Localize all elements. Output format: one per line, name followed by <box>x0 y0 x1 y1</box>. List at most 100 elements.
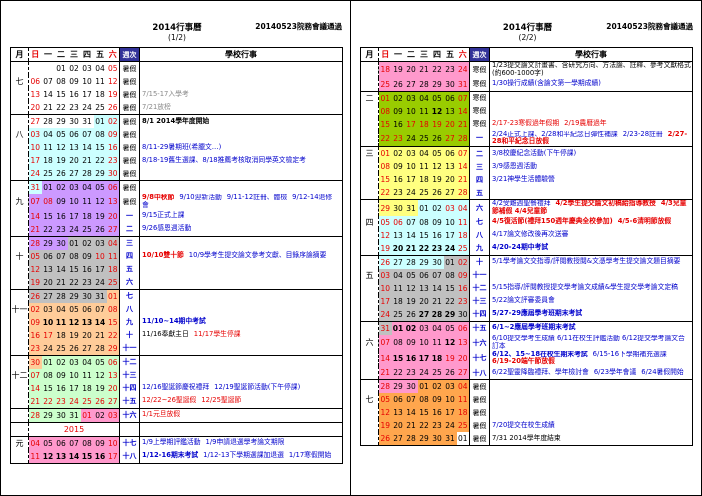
event-cell: 4/17論文修改後再次送審 <box>489 228 693 242</box>
event-cell: 2/17-23寒假過年假期 2/19農曆過年 <box>489 117 693 131</box>
calendar-table: 月日一二三四五六週次 學校行事 18 19 20 21 22 23 24 寒假 1/23提交論文計畫… <box>360 47 693 447</box>
date-cell <box>29 62 42 76</box>
date-cell: 15 <box>378 173 392 187</box>
event-cell: 3/8校慶紀念活動(下午停課) <box>489 146 693 161</box>
date-cell: 20 <box>80 328 94 342</box>
calendar-row: 10 11 12 13 14 15 16 十二 5/15指導/評閱教授提交學考論文成績&學生提交… <box>360 281 693 295</box>
calendar-row: 四 05 06 07 08 09 10 11 七 4/5復活節(禮拜150週年慶典全校參加) 4/5… <box>360 215 693 229</box>
date-cell: 23 <box>106 154 120 167</box>
date-cell: 24 <box>67 222 81 237</box>
date-cell: 05 <box>404 268 418 282</box>
date-cell: 25 <box>80 394 94 409</box>
month-cell: 元 <box>10 435 29 450</box>
event-cell: 2/24正式上課、2/28和平紀念日彈性補課 2/23-28註冊 2/27-28和平… <box>489 130 693 147</box>
vacation-label: 暑假 <box>122 103 137 112</box>
date-cell: 20 <box>67 154 81 167</box>
date-cell: 13 <box>443 104 457 118</box>
date-cell: 02 <box>391 90 405 105</box>
calendar-row: 八 03 04 05 06 07 08 09 暑假 <box>10 128 343 141</box>
date-cell: 08 <box>41 194 55 210</box>
date-cell: 13 <box>417 281 431 295</box>
date-cell: 17 <box>80 88 94 101</box>
date-cell: 19 <box>93 209 107 223</box>
week-number: 十五 <box>472 324 487 333</box>
week-number: 十一 <box>122 344 137 353</box>
date-cell: 27 <box>443 130 457 147</box>
date-cell: 11 <box>430 334 444 351</box>
date-cell: 01 <box>67 235 81 250</box>
date-cell: 18 <box>417 173 431 187</box>
date-cell: 08 <box>106 302 120 316</box>
week-cell: 暑假 <box>469 393 490 407</box>
week-number: 十六 <box>472 338 487 347</box>
calendar-row: 23 24 25 26 27 28 29 十一 <box>10 341 343 356</box>
event-text: 9/15正式上課 <box>142 211 185 220</box>
event-text: 6/1~2應屆學考班期末考試 <box>492 323 576 332</box>
event-text: 10/10雙十節 <box>142 251 184 260</box>
vacation-label: 暑假 <box>122 90 137 99</box>
date-cell: 15 <box>67 262 81 276</box>
date-cell: 15 <box>378 117 392 131</box>
calendar-row: 21 22 23 24 25 26 27 十八 6/22聖靈降臨禮拜、學年檢討會 6/23學年會議… <box>360 366 693 380</box>
week-number: 九 <box>126 318 133 327</box>
date-cell: 13 <box>391 406 405 420</box>
date-cell: 09 <box>430 215 444 229</box>
event-cell: 8/11-29暑期班(希臘文…) <box>139 141 343 154</box>
calendar-page-2: 2014行事曆 (2/2) 20140523院務會議通過 月日一二三四五六週次學… <box>351 1 701 495</box>
week-cell: 八 <box>469 228 490 242</box>
week-number: 十六 <box>122 411 137 420</box>
event-cell: 7/21放榜 <box>139 101 343 115</box>
calendar-row: 2015 <box>10 421 343 437</box>
week-number: 四 <box>476 175 483 184</box>
date-cell: 08 <box>54 75 68 88</box>
date-cell: 16 <box>28 328 42 342</box>
date-cell: 04 <box>54 302 68 316</box>
date-cell: 24 <box>378 307 392 322</box>
event-text: 4/17論文修改後再次送審 <box>492 230 569 239</box>
month-cell <box>360 294 379 308</box>
date-cell: 29 <box>93 167 107 181</box>
date-cell: 06 <box>106 354 120 369</box>
date-cell: 19 <box>106 88 120 101</box>
date-cell: 02 <box>456 254 470 269</box>
month-cell <box>360 228 379 242</box>
month-cell <box>10 449 29 464</box>
date-cell: 03 <box>443 379 457 394</box>
date-cell: 04 <box>80 180 94 194</box>
date-cell: 20 <box>456 350 470 367</box>
event-cell: 12/16聖誕節慶祝禮拜 12/19聖誕節活動(下午停課) <box>139 381 343 395</box>
event-cell <box>139 128 343 141</box>
calendar-row: 24 25 26 27 28 29 30 暑假 <box>10 167 343 181</box>
date-cell: 26 <box>443 366 457 380</box>
week-cell <box>119 421 140 437</box>
date-cell: 06 <box>41 249 55 263</box>
date-cell: 28 <box>54 288 68 303</box>
date-cell: 27 <box>417 307 431 322</box>
event-cell: 4/5復活節(禮拜150週年慶典全校參加) 4/5-6清明節放假 <box>489 215 693 229</box>
week-number: 六 <box>476 204 483 213</box>
date-cell: 31 <box>28 180 42 194</box>
vacation-label: 寒假 <box>472 94 487 103</box>
calendar-row: 16 17 18 19 20 21 22 十 11/16奉獻主日 11/17學生停課 <box>10 328 343 342</box>
date-cell: 19 <box>378 241 392 256</box>
date-cell: 27 <box>80 341 94 356</box>
date-cell: 29 <box>417 254 431 269</box>
month-cell <box>10 288 29 303</box>
date-cell: 09 <box>430 393 444 407</box>
date-cell: 09 <box>106 128 120 141</box>
date-cell: 25 <box>417 130 431 147</box>
date-cell: 31 <box>93 288 107 303</box>
col-header-day-日: 日 <box>378 47 392 62</box>
approval-text: 20140523院務會議通過 <box>606 22 693 31</box>
date-cell: 09 <box>456 268 470 282</box>
date-cell: 22 <box>378 186 392 200</box>
date-cell: 11 <box>80 368 94 382</box>
col-header-day-四: 四 <box>80 47 94 62</box>
event-text: 9/10迎新活動 <box>179 194 222 201</box>
date-cell: 10 <box>28 141 42 154</box>
event-cell: 11/10~14期中考試 <box>139 315 343 329</box>
date-cell: 08 <box>417 215 431 229</box>
event-cell: 4/2受難週聖餐禮拜 4/2學生提交論文初稿給指導教授 4/3兒童節補假 4/4兒童… <box>489 199 693 216</box>
date-cell: 31 <box>80 114 94 128</box>
date-cell: 25 <box>41 167 55 181</box>
